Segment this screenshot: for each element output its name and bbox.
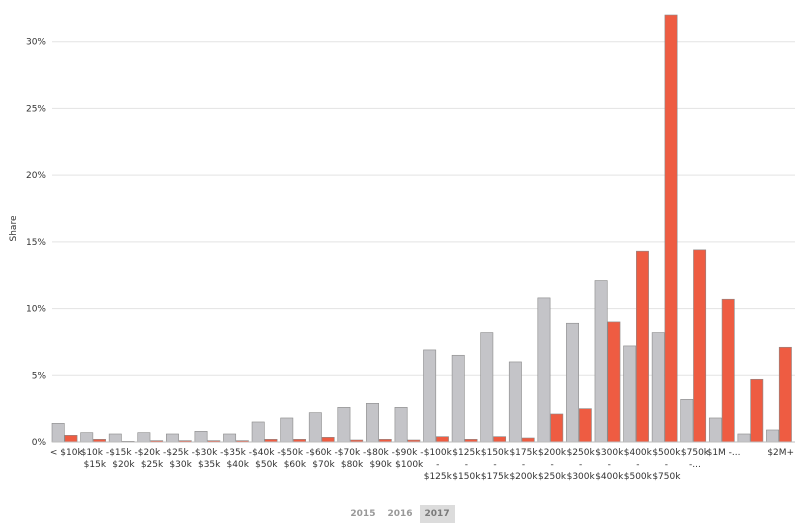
x-tick-label: $200k -$250k bbox=[538, 448, 567, 482]
y-tick-label: 25% bbox=[26, 104, 46, 114]
x-tick-label: $90k -$100k bbox=[395, 448, 424, 470]
bar-series-0-8[interactable] bbox=[280, 417, 294, 443]
x-axis-ticks: < $10k$10k -$15k$15k -$20k$20k -$25k$25k… bbox=[50, 448, 794, 482]
bar-series-0-21[interactable] bbox=[651, 332, 665, 443]
y-axis-ticks: 0% 5% 10% 15% 20% 25% 30% bbox=[26, 38, 46, 448]
gridlines bbox=[52, 41, 795, 376]
bar-series-0-22[interactable] bbox=[680, 398, 694, 443]
x-tick-label: $10k -$15k bbox=[81, 448, 110, 470]
bar-series-0-3[interactable] bbox=[137, 432, 151, 443]
year-option-2016[interactable]: 2016 bbox=[387, 509, 413, 519]
y-tick-label: 20% bbox=[26, 171, 46, 181]
bar-series-0-17[interactable] bbox=[537, 297, 551, 443]
year-option-2017[interactable]: 2017 bbox=[419, 505, 455, 523]
bar-series-0-24[interactable] bbox=[737, 433, 751, 443]
bar-series-0-12[interactable] bbox=[394, 407, 408, 443]
bar-series-0-5[interactable] bbox=[194, 431, 208, 443]
x-tick-label: $125k -$150k bbox=[452, 448, 481, 482]
bar-series-0-2[interactable] bbox=[108, 433, 122, 443]
x-tick-label: $70k -$80k bbox=[338, 448, 367, 470]
y-tick-label: 30% bbox=[26, 38, 46, 48]
bar-series-0-13[interactable] bbox=[423, 349, 437, 443]
x-tick-label: $1M -... bbox=[707, 448, 741, 458]
bar-series-1-19[interactable] bbox=[607, 321, 621, 443]
bar-series-1-9[interactable] bbox=[321, 437, 335, 443]
x-tick-label: $20k -$25k bbox=[138, 448, 167, 470]
y-tick-label: 5% bbox=[32, 371, 47, 381]
bar-series-0-16[interactable] bbox=[508, 361, 522, 443]
bar-series-0-9[interactable] bbox=[308, 412, 322, 443]
year-toggle: 2015 2016 2017 bbox=[0, 505, 800, 523]
x-tick-label: $300k -$400k bbox=[595, 448, 624, 482]
x-tick-label: $15k -$20k bbox=[109, 448, 138, 470]
bar-series-0-25[interactable] bbox=[766, 429, 780, 443]
bar-series-0-0[interactable] bbox=[51, 423, 65, 443]
x-tick-label: $750k -... bbox=[681, 448, 710, 470]
x-tick-label: $40k -$50k bbox=[252, 448, 281, 470]
y-axis-label: Share bbox=[9, 215, 19, 241]
x-tick-label: $250k -$300k bbox=[567, 448, 596, 482]
y-tick-label: 15% bbox=[26, 238, 46, 248]
bar-series-1-20[interactable] bbox=[636, 250, 649, 443]
x-tick-label: $80k -$90k bbox=[366, 448, 395, 470]
bar-series-1-15[interactable] bbox=[493, 436, 507, 443]
bar-series-1-23[interactable] bbox=[721, 298, 735, 443]
x-tick-label: $175k -$200k bbox=[509, 448, 538, 482]
bar-series-1-21[interactable] bbox=[664, 14, 678, 443]
bar-chart: 0% 5% 10% 15% 20% 25% 30% Share < $10k$10k -$1… bbox=[9, 14, 795, 482]
x-tick-label: $50k -$60k bbox=[281, 448, 310, 470]
x-tick-label: $100k -$125k bbox=[424, 448, 453, 482]
x-tick-label: $150k -$175k bbox=[481, 448, 510, 482]
bar-series-0-11[interactable] bbox=[366, 402, 379, 443]
x-tick-label: $60k -$70k bbox=[309, 448, 338, 470]
x-tick-label: $30k -$35k bbox=[195, 448, 224, 470]
bar-series-0-10[interactable] bbox=[337, 407, 351, 443]
bar-series-0-23[interactable] bbox=[708, 417, 722, 443]
bar-series-1-16[interactable] bbox=[521, 437, 535, 443]
bar-series-1-17[interactable] bbox=[550, 413, 564, 443]
bars bbox=[51, 14, 792, 443]
x-tick-label: $25k -$30k bbox=[166, 448, 195, 470]
bar-series-0-7[interactable] bbox=[251, 421, 265, 443]
bar-series-0-14[interactable] bbox=[451, 354, 465, 443]
x-tick-label: $2M+ bbox=[767, 448, 794, 458]
x-tick-label: < $10k bbox=[50, 448, 84, 458]
x-tick-label: $500k -$750k bbox=[652, 448, 681, 482]
bar-series-0-4[interactable] bbox=[166, 433, 179, 443]
bar-series-1-24[interactable] bbox=[750, 378, 764, 443]
bar-series-0-20[interactable] bbox=[623, 345, 637, 443]
y-tick-label: 10% bbox=[26, 305, 46, 315]
bar-series-1-22[interactable] bbox=[693, 249, 707, 443]
bar-series-1-0[interactable] bbox=[64, 435, 78, 443]
bar-series-0-18[interactable] bbox=[566, 322, 579, 443]
bar-series-0-6[interactable] bbox=[223, 433, 237, 443]
x-tick-label: $35k -$40k bbox=[224, 448, 253, 470]
bar-series-1-18[interactable] bbox=[578, 408, 592, 443]
bar-series-0-15[interactable] bbox=[480, 332, 494, 443]
bar-series-0-1[interactable] bbox=[80, 432, 94, 443]
bar-series-1-13[interactable] bbox=[435, 436, 449, 443]
bar-series-1-25[interactable] bbox=[778, 346, 792, 443]
bar-series-0-19[interactable] bbox=[594, 280, 608, 443]
year-option-2015[interactable]: 2015 bbox=[350, 509, 376, 519]
x-tick-label: $400k -$500k bbox=[624, 448, 653, 482]
y-tick-label: 0% bbox=[32, 438, 47, 448]
